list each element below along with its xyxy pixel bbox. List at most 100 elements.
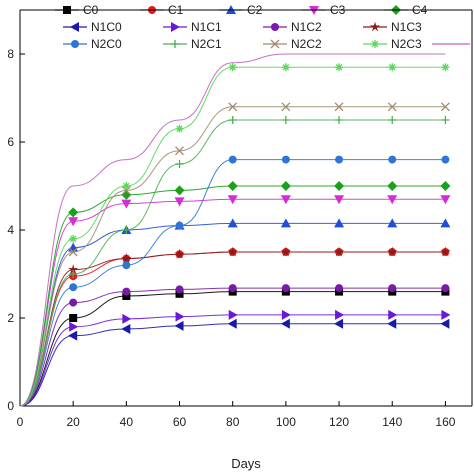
legend-label: N2C0: [91, 37, 122, 51]
data-point: [441, 309, 451, 320]
series-n1c3: [19, 246, 451, 407]
series-line: [19, 53, 446, 407]
data-point: [387, 246, 398, 257]
data-point: [228, 284, 237, 293]
x-tick-label: 160: [435, 415, 455, 429]
series-line: [19, 323, 446, 407]
data-point: [174, 185, 185, 196]
data-point: [441, 155, 450, 164]
data-point: [175, 311, 185, 322]
legend-marker: [71, 40, 79, 48]
data-point: [122, 182, 131, 190]
data-point: [122, 226, 131, 234]
data-point: [68, 207, 79, 218]
data-point: [69, 314, 78, 322]
legend-marker: [270, 39, 280, 49]
x-tick-label: 100: [276, 415, 296, 429]
legend-item-n1c1: N1C1: [163, 20, 222, 34]
series-line: [19, 287, 446, 407]
data-point: [121, 185, 131, 195]
data-point: [68, 217, 79, 227]
data-point: [174, 248, 185, 259]
data-point: [388, 309, 398, 320]
y-tick-label: 4: [7, 223, 14, 237]
data-point: [69, 321, 79, 332]
data-point: [281, 155, 290, 164]
y-tick-label: 8: [7, 47, 14, 61]
data-point: [122, 313, 132, 324]
series-n1c0: [19, 318, 450, 407]
data-point: [441, 116, 450, 124]
legend-marker: [70, 22, 79, 32]
data-point: [334, 102, 344, 112]
legend-item-n1c2: N1C2: [263, 20, 322, 34]
data-point: [122, 292, 131, 300]
data-point: [228, 155, 237, 164]
series-curve: [19, 53, 446, 407]
data-point: [122, 287, 131, 296]
y-tick-label: 0: [7, 399, 14, 413]
data-point: [227, 195, 238, 205]
data-point: [334, 181, 345, 191]
x-tick-label: 120: [329, 415, 349, 429]
series-line: [19, 251, 446, 407]
legend-label: N2C3: [391, 37, 422, 51]
data-point: [387, 195, 398, 205]
legend-marker: [271, 23, 279, 31]
data-point: [281, 116, 290, 124]
legend-marker: [171, 22, 180, 32]
series-n2c2: [19, 102, 450, 407]
legend-item-n1c3: N1C3: [363, 20, 422, 34]
series-line: [19, 314, 446, 407]
data-point: [227, 318, 237, 329]
data-point: [227, 218, 238, 228]
data-point: [69, 270, 78, 278]
legend-item-n1c0: N1C0: [63, 20, 122, 34]
data-point: [175, 285, 184, 294]
series-n1c1: [19, 309, 451, 407]
legend-item-n2c1: N2C1: [163, 37, 222, 51]
series-n1c2: [19, 284, 450, 407]
series-group: [19, 53, 451, 407]
data-point: [335, 309, 345, 320]
data-point: [441, 284, 450, 293]
data-point: [227, 181, 238, 191]
data-point: [122, 261, 131, 270]
data-point: [440, 195, 451, 205]
data-point: [121, 324, 131, 334]
series-n2c0: [19, 155, 450, 407]
series-line: [19, 106, 446, 407]
data-point: [440, 246, 451, 257]
series-line: [19, 198, 446, 407]
data-point: [388, 284, 397, 293]
data-point: [280, 181, 291, 191]
data-point: [440, 318, 450, 329]
data-point: [387, 318, 397, 329]
legend-item-n2c2: N2C2: [263, 37, 322, 51]
data-point: [175, 289, 184, 298]
legend-item-n2c0: N2C0: [63, 37, 122, 51]
data-point: [228, 116, 237, 124]
data-point: [333, 246, 345, 257]
data-point: [280, 246, 292, 257]
series-line: [19, 222, 446, 407]
data-point: [280, 318, 290, 329]
data-point: [69, 298, 78, 307]
x-tick-label: 80: [226, 415, 240, 429]
data-point: [281, 309, 291, 320]
series-line: [19, 251, 446, 407]
x-tick-label: 0: [17, 415, 24, 429]
data-point: [440, 102, 450, 112]
data-point: [388, 155, 397, 164]
data-point: [388, 116, 397, 124]
data-point: [334, 218, 345, 228]
data-point: [174, 197, 185, 207]
data-point: [281, 102, 291, 112]
data-point: [175, 146, 184, 156]
data-point: [68, 247, 78, 257]
data-point: [335, 155, 344, 164]
series-n2c3: [19, 63, 450, 407]
axes: 0 20 40 60 80 100 120 140 160 0 2 4 6 8: [7, 9, 473, 429]
